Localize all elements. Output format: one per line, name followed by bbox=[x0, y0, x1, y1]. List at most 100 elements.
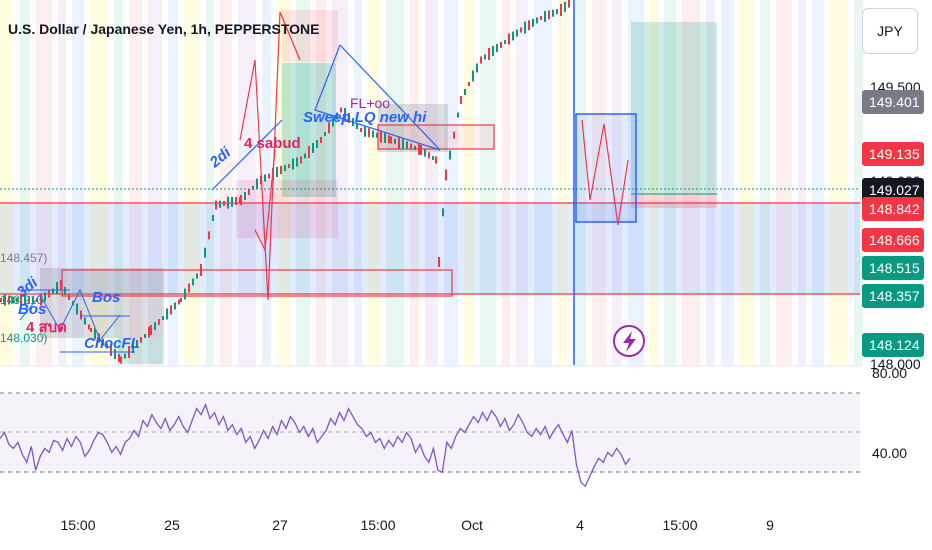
price-tag-bg bbox=[862, 90, 924, 114]
session-stripe bbox=[650, 0, 658, 365]
session-stripe bbox=[760, 0, 770, 365]
candle bbox=[418, 143, 420, 155]
price-tick-148000: 148.000 bbox=[870, 356, 921, 372]
candle bbox=[406, 141, 408, 150]
candle bbox=[80, 310, 82, 320]
x-tick-4: Oct bbox=[461, 517, 483, 533]
session-stripe bbox=[90, 0, 108, 365]
session-stripe bbox=[664, 0, 676, 365]
candle bbox=[548, 10, 550, 20]
candle bbox=[520, 27, 522, 33]
candle bbox=[432, 156, 434, 160]
x-tick-1: 25 bbox=[164, 517, 180, 533]
candle bbox=[390, 136, 392, 144]
lightning-icon[interactable] bbox=[613, 325, 645, 357]
currency-selector[interactable]: JPY bbox=[862, 8, 918, 54]
candle bbox=[188, 283, 190, 293]
session-stripe bbox=[854, 0, 863, 365]
session-stripe bbox=[148, 0, 162, 365]
candle bbox=[336, 112, 338, 120]
blue-triangle bbox=[314, 44, 441, 151]
price-tag: 149.027 bbox=[869, 182, 920, 198]
candle bbox=[170, 305, 172, 315]
x-tick-2: 27 bbox=[272, 517, 288, 533]
candle bbox=[0, 298, 2, 302]
candle bbox=[280, 166, 282, 174]
price-tag-bg bbox=[862, 256, 924, 280]
session-stripe bbox=[354, 0, 362, 365]
candle bbox=[304, 153, 306, 159]
price-tag: 148.357 bbox=[869, 288, 920, 304]
candle bbox=[438, 257, 440, 267]
candle bbox=[516, 29, 518, 37]
candle bbox=[508, 33, 510, 45]
candle bbox=[284, 165, 286, 171]
price-tag: 148.515 bbox=[869, 260, 920, 276]
candle bbox=[48, 290, 50, 298]
rsi-line bbox=[0, 402, 631, 488]
candle bbox=[223, 200, 225, 206]
candle bbox=[428, 152, 430, 159]
candle bbox=[44, 292, 46, 302]
candle bbox=[40, 294, 42, 306]
candle bbox=[332, 117, 334, 127]
candle bbox=[348, 113, 350, 123]
left-label-3: 148.030) bbox=[0, 331, 47, 345]
demand-zone bbox=[0, 203, 860, 294]
stop-zone bbox=[631, 194, 717, 208]
candle bbox=[76, 303, 78, 315]
candle bbox=[16, 297, 18, 303]
time-axis: 15:00 25 27 15:00 Oct 4 15:00 9 bbox=[60, 517, 774, 533]
session-background bbox=[0, 0, 863, 365]
candle bbox=[414, 146, 416, 150]
candle bbox=[388, 135, 390, 144]
candle bbox=[484, 54, 486, 60]
rsi-label-80: 80.00 bbox=[872, 365, 907, 381]
candle bbox=[445, 169, 447, 181]
session-stripe bbox=[36, 0, 52, 365]
grey-box-c bbox=[378, 104, 448, 152]
candle bbox=[410, 143, 412, 150]
candle bbox=[449, 150, 451, 160]
candle bbox=[500, 42, 502, 48]
session-stripe bbox=[464, 0, 474, 365]
session-stripe bbox=[58, 0, 66, 365]
session-stripe bbox=[612, 0, 622, 365]
candle bbox=[480, 56, 482, 64]
price-tag-bg bbox=[862, 333, 924, 357]
chart-title: U.S. Dollar / Japanese Yen, 1h, PEPPERST… bbox=[8, 21, 320, 37]
candle bbox=[488, 48, 490, 60]
session-stripe bbox=[410, 0, 419, 365]
candle bbox=[453, 131, 455, 139]
candle bbox=[110, 344, 112, 356]
x-tick-3: 15:00 bbox=[360, 517, 395, 533]
candle bbox=[524, 21, 526, 34]
candle bbox=[288, 164, 290, 168]
candle bbox=[264, 174, 266, 182]
currency-label: JPY bbox=[877, 23, 903, 39]
x-tick-7: 9 bbox=[766, 517, 774, 533]
candle bbox=[476, 63, 478, 73]
candle bbox=[376, 132, 378, 138]
red-zigzag bbox=[239, 11, 301, 301]
annotation-chocfl: ChocFL bbox=[84, 335, 140, 352]
session-stripe bbox=[812, 0, 824, 365]
candle bbox=[424, 148, 426, 157]
candle bbox=[398, 136, 400, 149]
candle bbox=[324, 132, 326, 136]
candle bbox=[320, 137, 322, 143]
candle bbox=[468, 82, 470, 86]
candle bbox=[235, 197, 237, 205]
price-tags: 149.401 149.135 149.027 148.842 148.666 148.5… bbox=[862, 90, 924, 357]
session-stripe bbox=[296, 0, 310, 365]
price-tag-bg bbox=[862, 228, 924, 252]
candle bbox=[268, 173, 270, 179]
candle bbox=[114, 349, 116, 359]
candle bbox=[512, 31, 514, 41]
session-stripe bbox=[721, 0, 734, 365]
candle bbox=[344, 108, 346, 120]
price-tag: 148.124 bbox=[869, 337, 920, 353]
candle bbox=[564, 1, 566, 12]
annotation-bos-2: Bos bbox=[18, 301, 46, 318]
